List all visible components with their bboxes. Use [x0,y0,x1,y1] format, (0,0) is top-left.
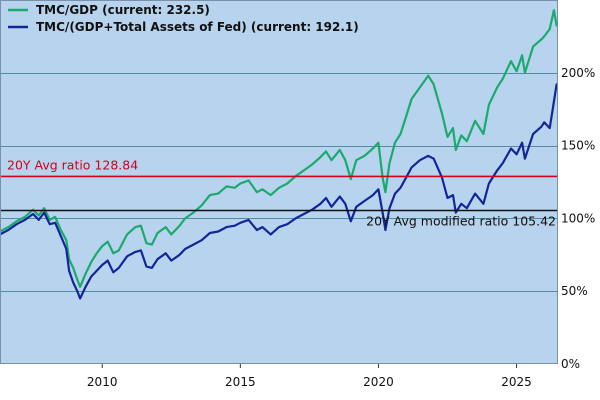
gridlines [0,73,558,292]
legend-label: TMC/GDP (current: 232.5) [36,3,210,17]
y-tick-label: 50% [561,284,588,298]
reference-line-label: 20Y Avg ratio 128.84 [7,157,138,172]
plot-area [0,0,558,364]
series-line-1 [0,9,558,288]
plot-frame [0,0,558,364]
x-axis: 2010 2015 2020 2025 [87,364,532,389]
reference-lines: 20Y Avg ratio 128.84 20Y Avg modified rat… [0,157,558,229]
y-tick-label: 150% [561,139,595,153]
series-lines [0,9,558,300]
y-axis: 0% 50% 100% 150% 200% [561,66,595,371]
reference-line-label: 20Y Avg modified ratio 105.42 [366,214,556,229]
series-line-2 [0,83,558,300]
x-tick-label: 2025 [501,375,532,389]
y-tick-label: 0% [561,357,580,371]
x-tick-label: 2020 [363,375,394,389]
y-tick-label: 100% [561,211,595,225]
x-tick-label: 2010 [87,375,118,389]
legend: TMC/GDP (current: 232.5) TMC/(GDP+Total A… [8,3,359,34]
y-tick-label: 200% [561,66,595,80]
legend-label: TMC/(GDP+Total Assets of Fed) (current: … [36,20,359,34]
x-tick-label: 2015 [225,375,256,389]
